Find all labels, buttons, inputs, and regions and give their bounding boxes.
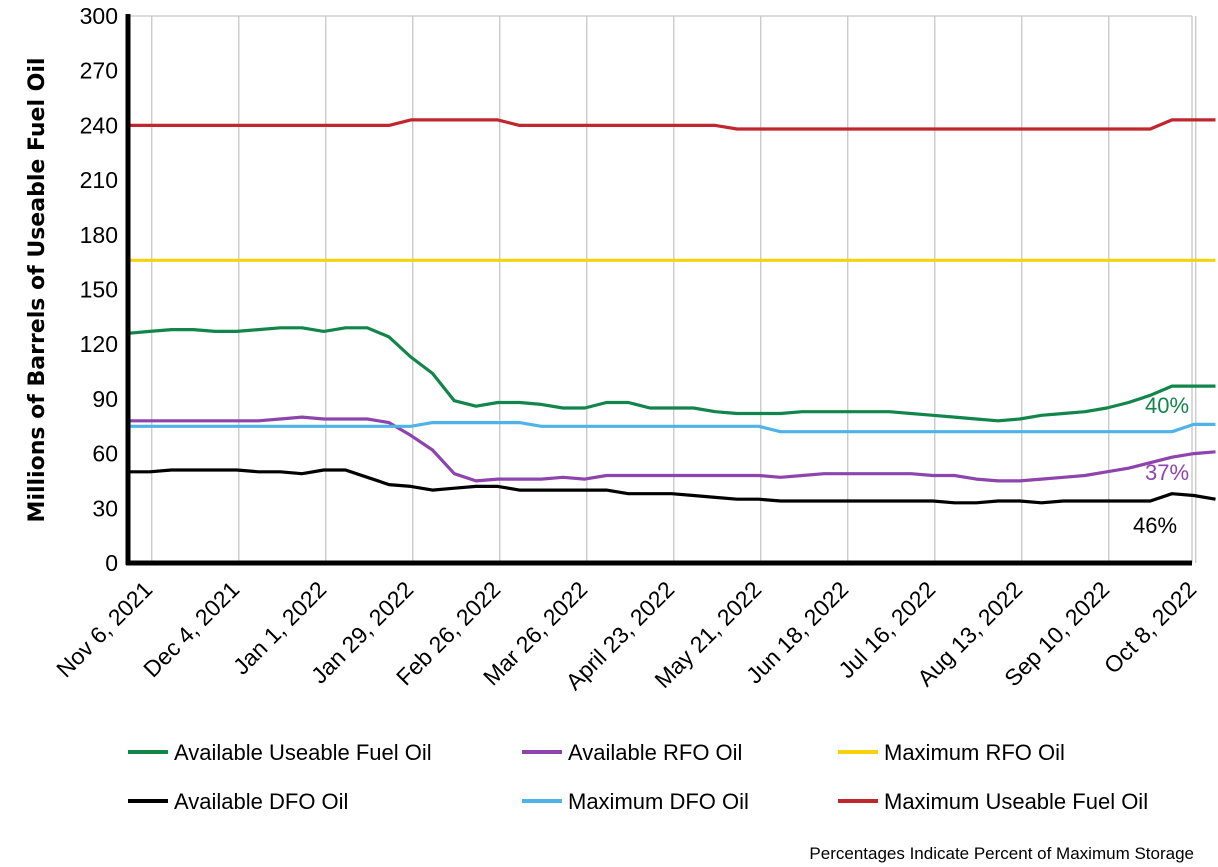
y-tick-label: 210 [80, 167, 118, 193]
legend-item: Available Useable Fuel Oil [128, 740, 432, 765]
end-annotations: 40% 37% 46% [1133, 393, 1189, 538]
legend-item: Maximum DFO Oil [522, 789, 749, 814]
legend-item: Maximum Useable Fuel Oil [838, 789, 1148, 814]
end-label: 37% [1145, 460, 1189, 485]
y-tick-label: 300 [80, 3, 118, 29]
legend: Available Useable Fuel Oil Available RFO … [128, 740, 1148, 814]
legend-label: Maximum Useable Fuel Oil [884, 789, 1148, 814]
series-line-available-rfo-oil [128, 415, 1216, 483]
legend-label: Available DFO Oil [174, 789, 348, 814]
y-tick-label: 60 [92, 441, 118, 467]
y-tick-label: 90 [92, 386, 118, 412]
legend-item: Maximum RFO Oil [838, 740, 1065, 765]
series-line-available-dfo-oil [128, 468, 1216, 505]
y-tick-label: 180 [80, 222, 118, 248]
y-tick-label: 0 [105, 550, 118, 576]
y-axis-label: Millions of Barrels of Useable Fuel Oil [25, 58, 50, 523]
footnote: Percentages Indicate Percent of Maximum … [809, 844, 1194, 863]
axes [125, 14, 1192, 566]
y-tick-labels: 0 30 60 90 120 150 180 210 240 270 300 [80, 3, 118, 576]
y-tick-label: 120 [80, 331, 118, 357]
legend-item: Available RFO Oil [522, 740, 742, 765]
legend-item: Available DFO Oil [128, 789, 348, 814]
end-label: 46% [1133, 513, 1177, 538]
series-lines [127, 118, 1216, 505]
y-tick-label: 240 [80, 112, 118, 138]
x-tick-label: Oct 8, 2022 [1099, 576, 1201, 678]
y-tick-label: 150 [80, 277, 118, 303]
y-tick-label: 270 [80, 58, 118, 84]
end-label: 40% [1145, 393, 1189, 418]
y-tick-label: 30 [92, 495, 118, 521]
legend-label: Available Useable Fuel Oil [174, 740, 432, 765]
legend-label: Maximum RFO Oil [884, 740, 1065, 765]
series-line-maximum-useable-fuel-oil [128, 118, 1216, 131]
series-line-available-useable-fuel-oil [127, 326, 1216, 423]
series-line-maximum-dfo-oil [128, 421, 1216, 434]
legend-label: Maximum DFO Oil [568, 789, 749, 814]
legend-label: Available RFO Oil [568, 740, 742, 765]
